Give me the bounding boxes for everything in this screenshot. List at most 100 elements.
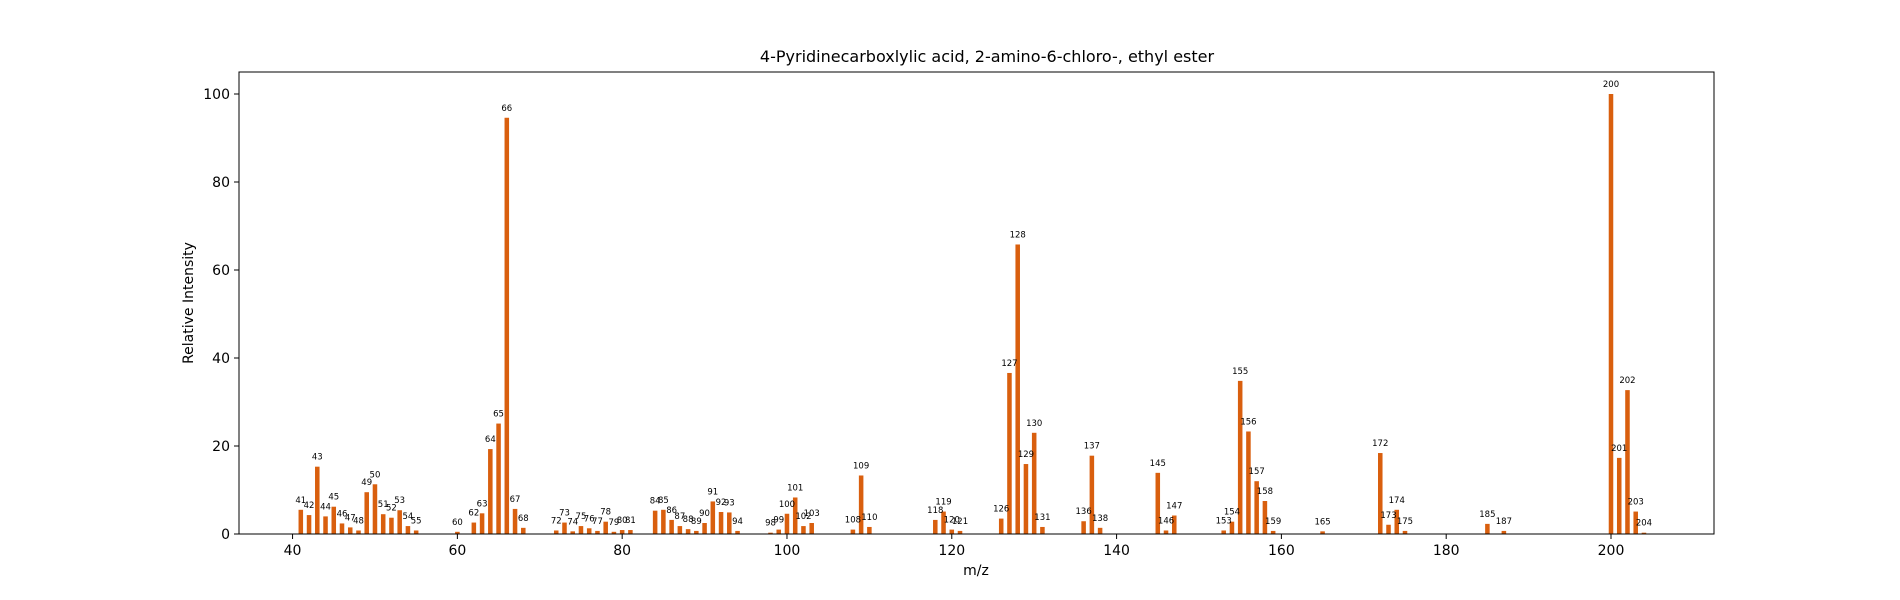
bar-label-mz-91: 91 (707, 487, 718, 497)
bar-label-mz-46: 46 (337, 509, 348, 519)
bar-mz-73 (562, 522, 567, 534)
bar-mz-60 (455, 531, 460, 534)
bar-label-mz-172: 172 (1372, 439, 1388, 449)
chart-title: 4-Pyridinecarboxlylic acid, 2-amino-6-ch… (760, 47, 1215, 66)
bar-mz-127 (1007, 372, 1012, 534)
bar-mz-159 (1270, 530, 1276, 534)
x-tick-label-140: 140 (1103, 543, 1130, 559)
bar-mz-200 (1608, 94, 1614, 534)
bar-label-mz-89: 89 (691, 517, 702, 527)
bar-mz-204 (1641, 532, 1647, 534)
bar-label-mz-154: 154 (1224, 508, 1240, 518)
bar-label-mz-127: 127 (1001, 359, 1017, 369)
bar-label-mz-136: 136 (1076, 507, 1092, 517)
bar-mz-101 (792, 497, 798, 534)
y-tick-label-0: 0 (221, 527, 230, 543)
bar-mz-203 (1633, 511, 1638, 534)
bar-label-mz-60: 60 (452, 518, 463, 528)
bar-label-mz-121: 121 (952, 517, 968, 527)
bar-label-mz-200: 200 (1603, 80, 1619, 90)
bar-mz-100 (784, 513, 790, 534)
bar-label-mz-118: 118 (927, 506, 943, 516)
bar-label-mz-100: 100 (779, 500, 795, 510)
bar-label-mz-68: 68 (518, 514, 529, 524)
bar-mz-102 (801, 526, 806, 534)
bar-label-mz-120: 120 (944, 516, 960, 526)
bar-label-mz-103: 103 (804, 509, 820, 519)
bar-label-mz-48: 48 (353, 516, 364, 526)
bar-mz-67 (512, 508, 518, 534)
x-axis: 40 60 80 100 120 140 160 180 200 (284, 534, 1624, 559)
bar-mz-154 (1229, 521, 1235, 534)
bar-mz-81 (628, 530, 633, 534)
bar-label-mz-92: 92 (716, 498, 727, 508)
bar-label-mz-75: 75 (576, 512, 587, 522)
bar-label-mz-155: 155 (1232, 367, 1248, 377)
bar-mz-155 (1237, 380, 1243, 534)
bar-mz-78 (603, 521, 608, 534)
bar-mz-79 (611, 531, 617, 534)
bar-mz-86 (669, 519, 674, 534)
bar-mz-93 (727, 512, 732, 534)
bar-label-mz-175: 175 (1397, 517, 1413, 527)
bar-label-mz-129: 129 (1018, 450, 1034, 460)
bar-label-mz-203: 203 (1628, 498, 1644, 508)
bar-mz-157 (1254, 481, 1259, 534)
bar-label-mz-74: 74 (567, 517, 578, 527)
bar-label-mz-64: 64 (485, 435, 496, 445)
bar-label-mz-49: 49 (361, 478, 372, 488)
y-tick-label-60: 60 (212, 263, 230, 279)
bar-label-mz-90: 90 (699, 509, 710, 519)
x-tick-label-100: 100 (774, 543, 801, 559)
bar-label-mz-51: 51 (378, 500, 389, 510)
bar-label-mz-87: 87 (674, 512, 685, 522)
bar-mz-41 (298, 509, 304, 534)
bar-mz-201 (1616, 457, 1622, 534)
bar-mz-138 (1097, 527, 1103, 534)
bar-label-mz-62: 62 (468, 509, 479, 519)
bar-mz-94 (735, 530, 740, 534)
bar-mz-51 (380, 514, 386, 534)
bar-mz-89 (694, 530, 699, 534)
bar-label-mz-99: 99 (773, 516, 784, 526)
bar-mz-76 (586, 528, 592, 534)
bar-mz-63 (479, 513, 485, 534)
bar-mz-64 (488, 449, 493, 534)
plot-frame (238, 71, 1715, 535)
bar-label-mz-43: 43 (312, 453, 323, 463)
bar-mz-62 (471, 522, 477, 534)
x-axis-label: m/z (963, 563, 989, 579)
bar-mz-65 (496, 423, 501, 534)
bar-mz-153 (1221, 530, 1226, 534)
bar-label-mz-153: 153 (1216, 516, 1232, 526)
x-tick-label-80: 80 (613, 543, 631, 559)
bar-mz-53 (397, 510, 402, 534)
bar-label-mz-156: 156 (1240, 417, 1256, 427)
bar-label-mz-55: 55 (411, 516, 422, 526)
bar-mz-147 (1172, 515, 1177, 534)
y-tick-label-100: 100 (203, 87, 230, 103)
bar-label-mz-81: 81 (625, 516, 636, 526)
bar-mz-202 (1625, 390, 1630, 534)
bars-group (298, 94, 1647, 535)
bar-mz-49 (364, 492, 369, 534)
bar-mz-173 (1386, 524, 1391, 534)
bar-label-mz-157: 157 (1249, 467, 1265, 477)
bar-label-mz-128: 128 (1010, 230, 1026, 240)
bar-label-mz-41: 41 (295, 496, 306, 506)
bar-mz-158 (1262, 501, 1268, 534)
x-tick-label-40: 40 (284, 543, 302, 559)
bar-mz-103 (809, 523, 814, 534)
bar-label-mz-54: 54 (403, 512, 414, 522)
bar-label-mz-145: 145 (1150, 459, 1166, 469)
bar-label-mz-204: 204 (1636, 519, 1652, 529)
bar-label-mz-47: 47 (345, 513, 356, 523)
bar-mz-119 (941, 511, 946, 534)
bar-mz-172 (1378, 453, 1383, 534)
bar-label-mz-76: 76 (584, 514, 595, 524)
y-axis: 0 20 40 60 80 100 (203, 87, 239, 543)
bar-label-mz-77: 77 (592, 517, 603, 527)
bar-mz-187 (1501, 530, 1507, 534)
bar-label-mz-78: 78 (600, 508, 611, 518)
bar-mz-121 (957, 530, 963, 534)
